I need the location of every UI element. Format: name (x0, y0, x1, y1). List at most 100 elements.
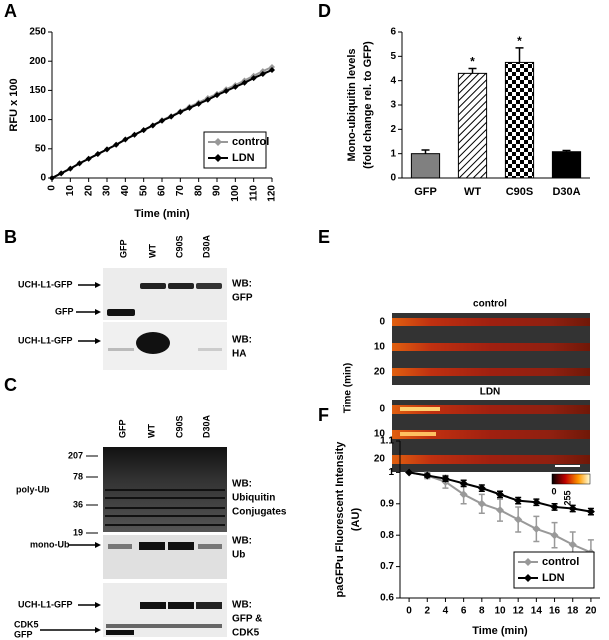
mw-label: 36 (73, 499, 83, 509)
data-point (250, 75, 257, 82)
x-tick-label: 110 (248, 185, 259, 202)
arrow (95, 627, 101, 633)
data-point (49, 175, 55, 181)
x-tick-label: 16 (549, 606, 561, 617)
panel-label: B (4, 227, 17, 247)
x-tick-label: C90S (506, 186, 534, 198)
data-point (514, 515, 523, 524)
data-point (477, 484, 486, 493)
blot-c: GFP WT C90S D30A 207 78 36 19 poly-Ub WB… (14, 414, 287, 639)
condition-label: LDN (480, 387, 501, 398)
x-tick-label: 0 (47, 185, 58, 191)
arrow (95, 542, 101, 548)
lane-label: C90S (174, 235, 184, 258)
wb-label: Ub (232, 550, 245, 561)
image-strip (392, 430, 590, 439)
colorbar-label: 255 (562, 490, 572, 505)
x-tick-label: D30A (552, 186, 580, 198)
data-point (104, 146, 110, 153)
x-axis-title: Time (min) (472, 625, 528, 637)
blot-image (103, 583, 227, 637)
condition-label: control (473, 299, 507, 310)
y-tick-label: 200 (29, 56, 46, 67)
panel-label: C (4, 375, 17, 395)
x-tick-label: 10 (494, 606, 506, 617)
data-point (223, 87, 230, 94)
mw-label: 19 (73, 527, 83, 537)
x-tick-label: 30 (102, 185, 113, 197)
bar (457, 72, 488, 179)
y-axis-title: (fold change rel. to GFP) (362, 41, 374, 169)
y-tick-label: 150 (29, 85, 46, 96)
data-point (532, 498, 541, 507)
y-axis-title: Mono-ubiquitin levels (346, 48, 358, 161)
lane-label: D30A (201, 414, 211, 438)
y-tick-label: 1 (388, 467, 394, 478)
data-point (259, 71, 266, 78)
x-tick-label: 8 (479, 606, 485, 617)
marker-label: poly-Ub (16, 484, 50, 494)
wb-label: WB: (232, 279, 252, 290)
legend-marker (524, 558, 532, 566)
marker-label: UCH-L1-GFP (18, 279, 73, 289)
legend-label: control (232, 136, 269, 148)
wb-label: CDK5 (232, 628, 260, 639)
x-tick-label: 14 (531, 606, 543, 617)
panel-label: F (318, 405, 329, 425)
marker-label: mono-Ub (30, 539, 70, 549)
time-label: 0 (379, 317, 385, 328)
annotation: * (517, 34, 522, 48)
x-tick-label: 100 (230, 185, 241, 202)
time-label: 0 (379, 404, 385, 415)
data-point (405, 468, 414, 477)
marker-label: GFP (55, 306, 74, 316)
images-e: control 0 10 20 LDN 0 10 20 Time (min) 0… (343, 299, 591, 506)
data-point (94, 151, 101, 158)
data-point (477, 499, 486, 508)
lane-label: GFP (118, 239, 128, 258)
y-tick-label: 0.9 (380, 498, 394, 509)
x-tick-label: 4 (443, 606, 449, 617)
y-tick-label: 100 (29, 114, 46, 125)
data-point (159, 117, 165, 124)
band (106, 624, 222, 628)
panel-label: A (4, 1, 17, 21)
x-tick-label: 40 (120, 185, 131, 197)
data-point (568, 504, 577, 513)
wb-label: WB: (232, 335, 252, 346)
x-tick-label: 12 (513, 606, 525, 617)
y-tick-label: 0 (390, 173, 396, 184)
annotation: * (470, 55, 475, 69)
data-point (195, 100, 202, 107)
x-axis-title: Time (min) (134, 208, 190, 220)
band (196, 283, 222, 289)
legend-box (513, 551, 595, 589)
y-tick-label: 2 (390, 124, 396, 135)
colorbar (551, 473, 591, 485)
wb-label: WB: (232, 479, 252, 490)
band (106, 630, 134, 635)
data-point (177, 109, 184, 116)
wb-label: WB: (232, 600, 252, 611)
data-point (113, 141, 120, 148)
data-point (186, 104, 193, 111)
legend-box (203, 131, 267, 169)
panel-label: E (318, 227, 330, 247)
x-tick-label: 18 (567, 606, 579, 617)
band (168, 283, 194, 289)
data-point (131, 131, 138, 138)
x-tick-label: WT (464, 186, 481, 198)
blot-b: GFP WT C90S D30A UCH-L1-GFP GFP WB: GFP … (18, 234, 253, 370)
data-point (532, 524, 541, 533)
bar (504, 61, 535, 179)
bar (551, 151, 582, 179)
mw-label: 78 (73, 471, 83, 481)
band (107, 309, 135, 316)
image-highlight (400, 432, 436, 436)
data-point (586, 507, 595, 516)
x-tick-label: 120 (267, 185, 278, 202)
data-point (232, 83, 239, 90)
legend-label: LDN (232, 152, 255, 164)
marker-label: GFP (14, 629, 33, 639)
